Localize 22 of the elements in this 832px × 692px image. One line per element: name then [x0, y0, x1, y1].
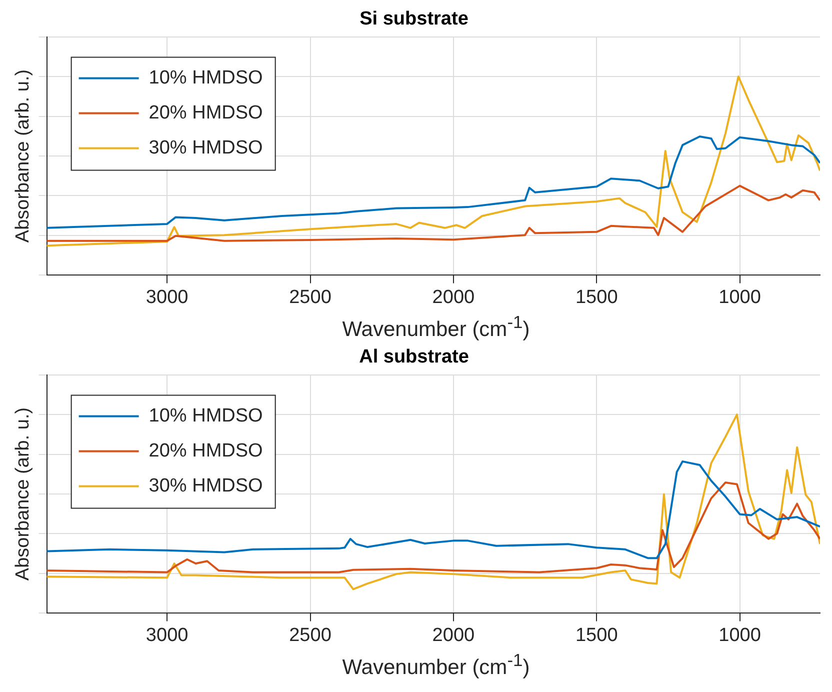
legend-label: 30% HMDSO — [148, 476, 263, 497]
x-tick-label: 2500 — [289, 624, 332, 646]
x-axis-title: Wavenumber (cm$^{-1}$) — [341, 650, 531, 680]
legend-label: 20% HMDSO — [148, 440, 263, 462]
legend-label: 10% HMDSO — [148, 68, 263, 89]
x-tick-label: 2500 — [289, 286, 332, 308]
y-axis-title: Absorbance (arb. u.) — [12, 69, 34, 243]
x-tick-label: 1500 — [575, 624, 618, 646]
legend-label: 10% HMDSO — [148, 406, 263, 427]
chart-title: Si substrate — [360, 8, 468, 30]
x-tick-label: 3000 — [146, 286, 188, 308]
legend-label: 20% HMDSO — [148, 102, 263, 124]
x-axis-title: Wavenumber (cm$^{-1}$) — [341, 312, 531, 342]
chart-title: Al substrate — [359, 346, 469, 368]
x-tick-label: 2000 — [432, 624, 475, 646]
x-tick-label: 1500 — [575, 286, 618, 308]
legend-label: 30% HMDSO — [148, 138, 263, 159]
x-tick-label: 3000 — [146, 624, 188, 646]
y-axis-title: Absorbance (arb. u.) — [12, 407, 34, 581]
x-tick-label: 2000 — [432, 286, 475, 308]
x-tick-label: 1000 — [718, 286, 761, 308]
x-tick-label: 1000 — [718, 624, 761, 646]
